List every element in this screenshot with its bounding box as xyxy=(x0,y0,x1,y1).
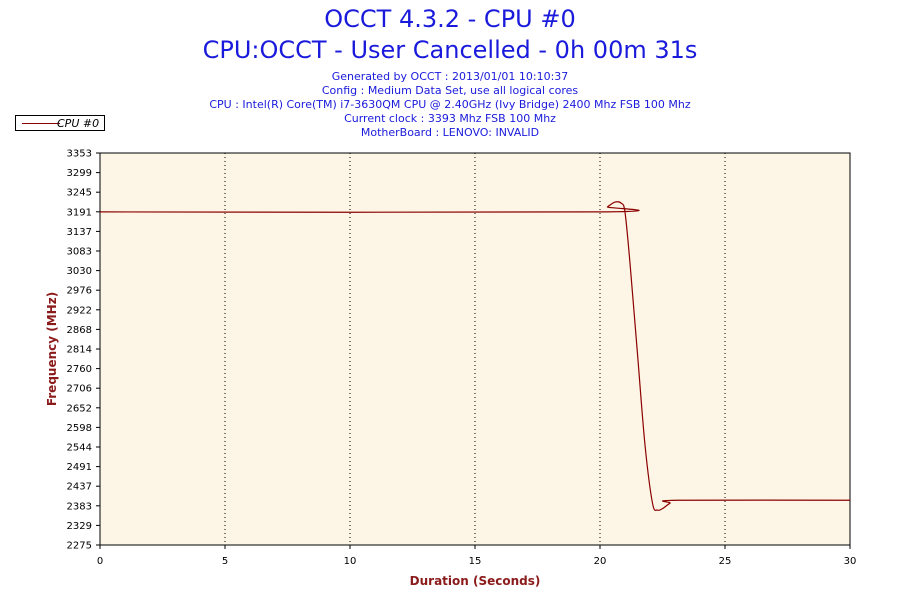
x-axis-ticks: 0 5 10 15 20 25 30 xyxy=(97,545,857,567)
y-tick-label: 2598 xyxy=(67,423,92,434)
y-axis-label: Frequency (MHz) xyxy=(45,292,59,406)
y-tick-label: 2760 xyxy=(67,364,92,375)
y-tick-label: 2329 xyxy=(67,521,92,532)
y-tick-label: 3299 xyxy=(67,168,92,179)
y-tick-label: 3353 xyxy=(67,149,92,160)
x-tick-label: 30 xyxy=(844,556,857,567)
info-current-clock: Current clock : 3393 Mhz FSB 100 Mhz xyxy=(344,112,556,125)
y-tick-label: 2868 xyxy=(67,325,92,336)
info-generated: Generated by OCCT : 2013/01/01 10:10:37 xyxy=(331,70,569,83)
y-tick-label: 2652 xyxy=(67,403,92,414)
y-tick-label: 2383 xyxy=(67,501,92,512)
y-tick-label: 3191 xyxy=(67,207,92,218)
chart-title: OCCT 4.3.2 - CPU #0 xyxy=(324,5,576,33)
y-tick-label: 2544 xyxy=(67,443,92,454)
y-tick-label: 2491 xyxy=(67,462,92,473)
y-tick-label: 2437 xyxy=(67,482,92,493)
x-tick-label: 20 xyxy=(594,556,607,567)
legend-label: CPU #0 xyxy=(57,117,100,130)
y-tick-label: 2706 xyxy=(67,384,92,395)
x-axis-label: Duration (Seconds) xyxy=(410,574,541,588)
y-tick-label: 2922 xyxy=(67,305,92,316)
info-cpu: CPU : Intel(R) Core(TM) i7-3630QM CPU @ … xyxy=(209,98,691,111)
x-tick-label: 0 xyxy=(97,556,103,567)
y-tick-label: 2976 xyxy=(67,286,92,297)
info-config: Config : Medium Data Set, use all logica… xyxy=(321,84,579,97)
y-tick-label: 3083 xyxy=(67,247,92,258)
series-layer xyxy=(99,201,851,512)
y-tick-label: 3137 xyxy=(67,227,92,238)
chart-subtitle: CPU:OCCT - User Cancelled - 0h 00m 31s xyxy=(202,36,698,64)
y-axis-ticks: 3353 3299 3245 3191 3137 3083 3030 2976 2922 2868… xyxy=(67,149,100,552)
y-tick-label: 2275 xyxy=(67,541,92,552)
legend-swatch xyxy=(22,123,60,124)
x-tick-label: 15 xyxy=(469,556,482,567)
y-tick-label: 3030 xyxy=(67,266,92,277)
legend: CPU #0 xyxy=(15,115,105,131)
info-motherboard: MotherBoard : LENOVO: INVALID xyxy=(360,126,540,139)
y-tick-label: 2814 xyxy=(67,345,92,356)
series-line-cpu-0 xyxy=(99,201,851,512)
grid-lines xyxy=(224,153,726,545)
y-tick-label: 3245 xyxy=(67,188,92,199)
x-tick-label: 5 xyxy=(222,556,228,567)
x-tick-label: 10 xyxy=(344,556,357,567)
x-tick-label: 25 xyxy=(719,556,732,567)
